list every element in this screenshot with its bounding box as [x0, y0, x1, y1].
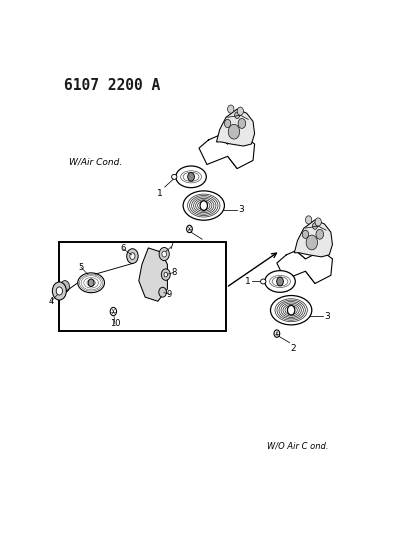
Circle shape	[88, 279, 94, 287]
Circle shape	[161, 269, 170, 280]
Circle shape	[56, 287, 62, 295]
Circle shape	[52, 282, 66, 300]
Circle shape	[227, 105, 234, 113]
Circle shape	[224, 119, 230, 127]
Circle shape	[187, 173, 194, 181]
Circle shape	[200, 201, 207, 211]
Text: 2: 2	[290, 344, 295, 353]
Circle shape	[314, 218, 321, 226]
Text: 1: 1	[157, 189, 163, 198]
Polygon shape	[216, 109, 254, 146]
Circle shape	[130, 253, 135, 260]
Text: 2: 2	[200, 241, 205, 251]
Ellipse shape	[260, 279, 265, 284]
Circle shape	[186, 225, 192, 232]
Text: 3: 3	[238, 205, 244, 214]
Circle shape	[273, 330, 279, 337]
Circle shape	[236, 107, 243, 115]
Polygon shape	[139, 248, 167, 301]
Ellipse shape	[171, 174, 177, 179]
Ellipse shape	[264, 271, 294, 292]
Ellipse shape	[183, 191, 224, 220]
Ellipse shape	[78, 273, 104, 293]
Text: 5: 5	[78, 263, 83, 272]
Text: 10: 10	[110, 319, 120, 328]
Circle shape	[315, 229, 323, 239]
Circle shape	[287, 305, 294, 315]
Text: 4: 4	[49, 297, 54, 306]
Text: 7: 7	[168, 242, 173, 251]
Circle shape	[110, 308, 116, 316]
Circle shape	[60, 280, 69, 293]
Circle shape	[228, 124, 239, 139]
Bar	[59, 243, 225, 330]
Ellipse shape	[270, 295, 311, 325]
Polygon shape	[294, 220, 332, 257]
Text: 6107 2200 A: 6107 2200 A	[64, 78, 160, 93]
Text: 3: 3	[323, 312, 329, 321]
Circle shape	[158, 287, 166, 297]
Circle shape	[234, 112, 239, 118]
Ellipse shape	[175, 166, 206, 188]
Text: 9: 9	[166, 290, 172, 299]
Circle shape	[305, 216, 311, 224]
Text: W/O Air C ond.: W/O Air C ond.	[267, 442, 328, 451]
Text: 6: 6	[120, 244, 125, 253]
Circle shape	[159, 247, 169, 261]
Circle shape	[276, 277, 283, 286]
Text: 8: 8	[171, 268, 176, 277]
Circle shape	[238, 118, 245, 128]
Circle shape	[301, 230, 308, 238]
Circle shape	[312, 223, 317, 229]
Text: 1: 1	[244, 277, 250, 286]
Circle shape	[126, 249, 138, 263]
Circle shape	[306, 235, 317, 250]
Circle shape	[164, 272, 167, 277]
Circle shape	[162, 251, 166, 257]
Text: W/Air Cond.: W/Air Cond.	[69, 157, 122, 166]
